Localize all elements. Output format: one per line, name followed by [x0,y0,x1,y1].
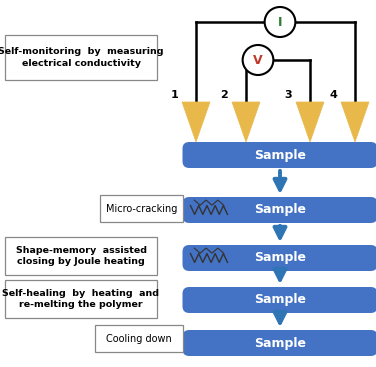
FancyBboxPatch shape [95,325,183,352]
FancyBboxPatch shape [5,280,157,318]
Text: Cooling down: Cooling down [106,334,172,344]
Text: Sample: Sample [254,251,306,265]
Text: Self-healing  by  heating  and
re-melting the polymer: Self-healing by heating and re-melting t… [3,288,159,309]
Text: 3: 3 [285,90,292,100]
Polygon shape [296,102,324,142]
Circle shape [265,7,296,37]
FancyBboxPatch shape [182,197,376,223]
Circle shape [243,45,273,75]
FancyBboxPatch shape [182,142,376,168]
Text: Sample: Sample [254,203,306,217]
Polygon shape [341,102,369,142]
FancyBboxPatch shape [100,195,183,222]
Polygon shape [232,102,260,142]
FancyBboxPatch shape [5,237,157,275]
FancyBboxPatch shape [182,245,376,271]
Text: 1: 1 [170,90,178,100]
FancyBboxPatch shape [5,35,157,80]
Text: V: V [253,54,263,66]
Text: Sample: Sample [254,149,306,161]
Text: 4: 4 [329,90,337,100]
FancyBboxPatch shape [182,287,376,313]
Text: Shape-memory  assisted
closing by Joule heating: Shape-memory assisted closing by Joule h… [15,246,147,266]
Text: Micro-cracking: Micro-cracking [106,203,177,214]
Text: 2: 2 [220,90,228,100]
Text: I: I [278,15,282,29]
Text: Sample: Sample [254,337,306,349]
Text: Sample: Sample [254,294,306,306]
FancyBboxPatch shape [182,330,376,356]
Polygon shape [182,102,210,142]
Text: Self-monitoring  by  measuring
electrical conductivity: Self-monitoring by measuring electrical … [0,47,164,68]
